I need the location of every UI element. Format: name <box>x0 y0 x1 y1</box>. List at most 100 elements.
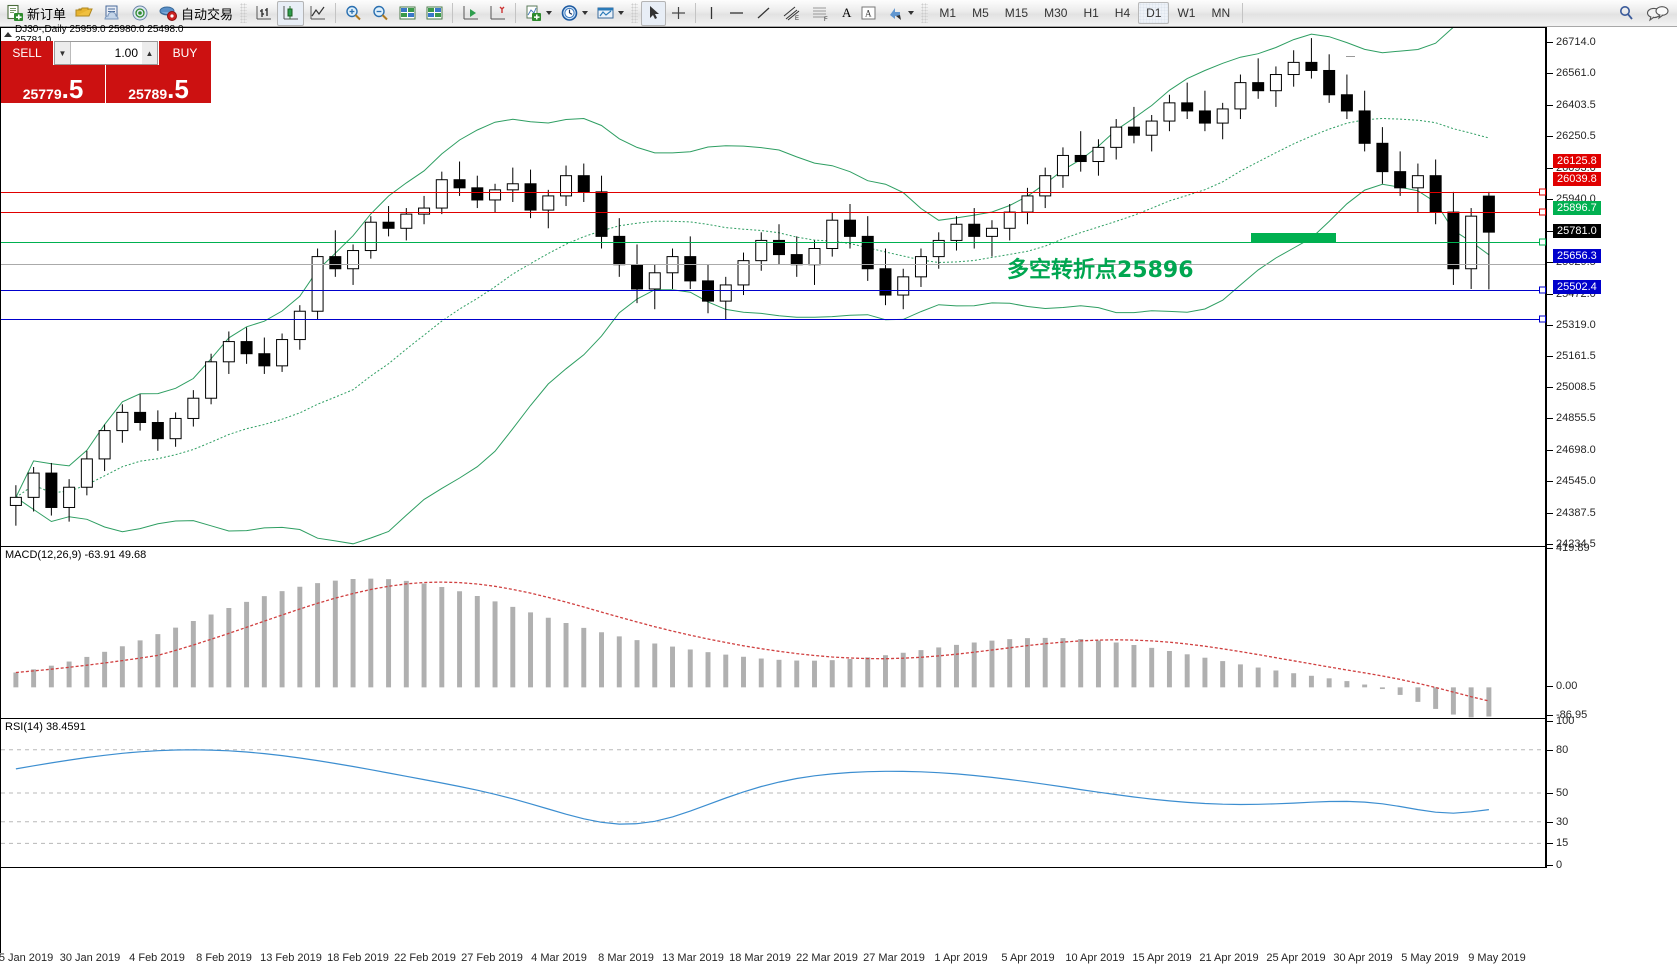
chevron-down-icon[interactable] <box>546 11 553 15</box>
candle-bullish <box>1163 102 1176 122</box>
horizontal-line-tool-button[interactable] <box>723 1 750 26</box>
price-level-line-current <box>1 264 1545 265</box>
price-tick-label: 26403.5 <box>1556 99 1596 112</box>
equidistant-channel-tool-button[interactable]: E <box>777 1 806 26</box>
chevron-down-icon-3[interactable] <box>618 11 625 15</box>
timeframe-h4[interactable]: H4 <box>1114 6 1131 20</box>
auto-trading-button[interactable]: 自动交易 <box>154 1 237 26</box>
toolbar-grip-2[interactable] <box>631 3 639 23</box>
macd-pane[interactable]: MACD(12,26,9) -63.91 49.68 <box>0 546 1546 719</box>
timeframe-h1[interactable]: H1 <box>1083 6 1099 20</box>
line-handle-25896[interactable] <box>1539 238 1546 246</box>
line-handle-25656[interactable] <box>1539 286 1546 294</box>
toolbar-separator-5 <box>1242 3 1244 23</box>
chat-button[interactable] <box>1641 1 1675 26</box>
sell-price-box[interactable]: 25779 .5 <box>1 65 106 103</box>
pivot-highlight-band <box>1251 233 1336 243</box>
buy-button-label: BUY <box>172 46 198 60</box>
vertical-line-tool-button[interactable] <box>700 1 723 26</box>
folder-icon <box>74 4 94 22</box>
templates-button[interactable] <box>592 1 628 26</box>
rsi-tick <box>1547 749 1553 751</box>
bar-chart-button[interactable] <box>250 1 277 26</box>
sell-button[interactable]: SELL <box>1 41 54 65</box>
volume-stepper[interactable]: ▼ 1.00 ▲ <box>54 41 158 65</box>
volume-increase-icon[interactable]: ▲ <box>145 48 154 58</box>
candle-bullish <box>347 250 360 270</box>
news-icon-button[interactable] <box>98 1 126 26</box>
line-chart-button[interactable] <box>304 1 331 26</box>
rsi-tick-label: 15 <box>1556 837 1569 850</box>
rsi-line <box>15 749 1489 825</box>
text-label-tool-button[interactable]: A <box>855 1 882 26</box>
timeframe-m15[interactable]: M15 <box>1004 6 1029 20</box>
text-tool-button[interactable]: A <box>835 1 855 26</box>
crosshair-tool-button[interactable] <box>666 1 691 26</box>
timeframe-mn[interactable]: MN <box>1211 6 1231 20</box>
period-button[interactable] <box>556 1 592 26</box>
data-window-button[interactable] <box>394 1 421 26</box>
trendline-tool-button[interactable] <box>750 1 777 26</box>
chevron-down-icon-4[interactable] <box>908 11 915 15</box>
timeframe-m1[interactable]: M1 <box>939 6 957 20</box>
clock-icon <box>560 4 579 22</box>
history-icon-button[interactable] <box>70 1 98 26</box>
price-tag-resistance[interactable]: 26039.8 <box>1553 171 1601 186</box>
line-handle-26039[interactable] <box>1539 208 1546 216</box>
price-level-line-25896[interactable] <box>1 242 1545 243</box>
price-tag-pivot[interactable]: 25896.7 <box>1553 200 1601 215</box>
zoom-out-button[interactable] <box>367 1 394 26</box>
zoom-in-icon <box>344 4 363 22</box>
price-level-line-26039[interactable] <box>1 212 1545 213</box>
fibonacci-tool-button[interactable]: F <box>806 1 835 26</box>
search-icon <box>1617 4 1637 22</box>
price-tag-resistance[interactable]: 26125.8 <box>1553 154 1601 169</box>
price-tag-current-price[interactable]: 25781.0 <box>1553 224 1601 239</box>
volume-value[interactable]: 1.00 <box>70 42 142 64</box>
arrows-tool-button[interactable] <box>882 1 918 26</box>
buy-price-box[interactable]: 25789 .5 <box>106 65 211 103</box>
toolbar-grip-3[interactable] <box>921 3 929 23</box>
price-level-line-25502[interactable] <box>1 319 1545 320</box>
chevron-down-icon-2[interactable] <box>582 11 589 15</box>
candle-bullish <box>1003 211 1016 229</box>
date-axis[interactable]: 25 Jan 2019 30 Jan 2019 4 Feb 2019 8 Feb 20… <box>0 868 1546 964</box>
timeframe-m5[interactable]: M5 <box>972 6 989 20</box>
price-tag-support[interactable]: 25502.4 <box>1553 280 1601 295</box>
price-tag-support[interactable]: 25656.3 <box>1553 249 1601 264</box>
timeframe-m30[interactable]: M30 <box>1044 6 1068 20</box>
collapse-triangle-icon[interactable] <box>4 32 12 37</box>
price-tick <box>1547 231 1553 233</box>
timeframe-w1[interactable]: W1 <box>1177 6 1196 20</box>
timeframe-d1[interactable]: D1 <box>1138 2 1170 24</box>
candle-bearish <box>702 280 715 302</box>
alerts-icon-button[interactable] <box>126 1 154 26</box>
chart-shift-button[interactable] <box>484 1 511 26</box>
line-handle-25502[interactable] <box>1539 315 1546 323</box>
price-axis[interactable]: 26714.026561.026403.526250.526093.025940… <box>1546 27 1677 871</box>
new-order-button[interactable]: 新订单 <box>2 1 70 26</box>
price-chart-pane[interactable]: 多空转折点25896 DJ30-,Daily 25959.0 25980.0 2… <box>0 24 1546 546</box>
price-level-line-25656[interactable] <box>1 290 1545 291</box>
candlestick-chart-button[interactable] <box>277 0 305 26</box>
auto-scroll-icon <box>461 4 480 22</box>
data-window-button-2[interactable] <box>421 1 448 26</box>
auto-scroll-button[interactable] <box>457 1 484 26</box>
bollinger-lower <box>15 183 1490 545</box>
price-tick-label: 25161.5 <box>1556 350 1596 363</box>
candle-bearish <box>684 256 697 282</box>
search-button[interactable] <box>1613 1 1641 26</box>
rsi-pane[interactable]: RSI(14) 38.4591 <box>0 719 1546 868</box>
line-handle-26125[interactable] <box>1539 188 1546 196</box>
price-tick <box>1547 418 1553 420</box>
zoom-in-button[interactable] <box>340 1 367 26</box>
cursor-tool-button[interactable] <box>641 0 667 26</box>
buy-button[interactable]: BUY <box>158 41 211 65</box>
candle-bullish <box>914 256 927 278</box>
price-tick <box>1547 387 1553 389</box>
indicators-button[interactable] <box>520 1 556 26</box>
toolbar-separator-4 <box>695 3 697 23</box>
volume-decrease-icon[interactable]: ▼ <box>58 48 67 58</box>
toolbar-grip[interactable] <box>240 3 248 23</box>
price-level-line-26125[interactable] <box>1 192 1545 193</box>
